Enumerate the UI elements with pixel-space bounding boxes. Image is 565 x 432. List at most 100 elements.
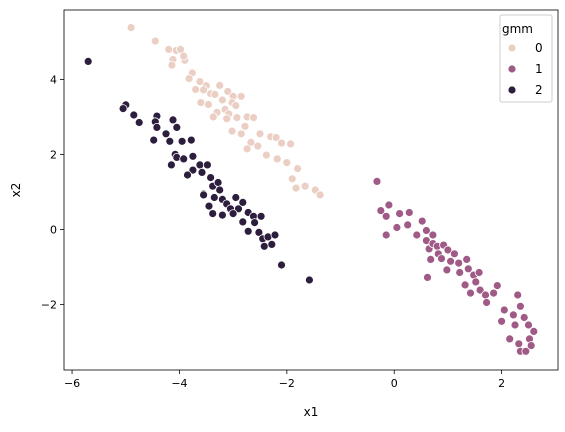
data-point-gmm-2 <box>215 185 225 195</box>
data-point-gmm-1 <box>426 254 436 264</box>
data-point-gmm-0 <box>253 141 263 151</box>
data-point-gmm-0 <box>236 91 246 101</box>
y-axis-ticks: −2 0 2 4 <box>41 73 64 311</box>
data-point-gmm-0 <box>240 121 250 131</box>
data-point-gmm-1 <box>392 223 402 232</box>
y-tick-label: 0 <box>50 223 57 236</box>
y-axis-label: x2 <box>9 183 23 198</box>
x-tick-label: −4 <box>171 377 187 390</box>
data-point-gmm-2 <box>199 190 209 200</box>
data-point-gmm-1 <box>481 290 490 300</box>
data-point-gmm-0 <box>167 60 177 70</box>
data-point-gmm-2 <box>152 123 162 132</box>
data-point-gmm-2 <box>186 135 196 145</box>
data-point-gmm-1 <box>381 211 391 221</box>
data-point-gmm-2 <box>234 204 243 214</box>
data-point-gmm-0 <box>232 113 242 122</box>
data-point-gmm-1 <box>376 206 386 216</box>
data-point-gmm-2 <box>202 160 212 170</box>
data-point-gmm-1 <box>489 288 499 298</box>
data-point-gmm-1 <box>442 265 452 275</box>
x-axis-ticks: −6 −4 −2 0 2 <box>64 370 505 390</box>
data-point-gmm-1 <box>475 285 485 295</box>
plot-frame <box>63 9 559 371</box>
data-point-gmm-1 <box>381 230 391 240</box>
data-point-gmm-1 <box>519 313 529 322</box>
data-point-gmm-0 <box>291 183 301 193</box>
legend-frame <box>499 14 553 103</box>
data-point-gmm-2 <box>231 193 241 202</box>
data-point-gmm-1 <box>505 334 515 344</box>
data-point-gmm-1 <box>514 339 524 349</box>
x-tick-label: −6 <box>64 377 80 390</box>
data-point-gmm-2 <box>149 135 159 145</box>
data-point-gmm-2 <box>172 123 182 132</box>
data-point-gmm-2 <box>179 154 189 164</box>
data-point-gmm-1 <box>463 264 473 274</box>
data-point-gmm-1 <box>395 209 405 219</box>
legend-marker-0 <box>507 43 517 53</box>
data-point-gmm-2 <box>209 193 219 202</box>
data-point-gmm-0 <box>191 85 201 94</box>
data-point-gmm-2 <box>206 173 216 183</box>
data-point-gmm-0 <box>293 164 303 174</box>
data-point-gmm-0 <box>179 51 189 61</box>
data-point-gmm-0 <box>315 190 325 200</box>
data-point-gmm-1 <box>423 272 432 282</box>
data-point-gmm-1 <box>421 226 431 235</box>
data-point-gmm-2 <box>197 167 207 177</box>
data-point-gmm-2 <box>166 160 176 170</box>
data-point-gmm-0 <box>249 113 258 122</box>
data-point-gmm-0 <box>184 74 194 83</box>
data-point-gmm-2 <box>118 104 128 113</box>
data-point-gmm-0 <box>195 77 205 86</box>
data-point-gmm-0 <box>217 95 227 105</box>
data-point-gmm-2 <box>259 241 269 251</box>
data-point-gmm-2 <box>161 129 171 139</box>
data-point-gmm-1 <box>443 245 453 255</box>
data-point-gmm-1 <box>417 216 427 226</box>
x-tick-label: 2 <box>498 377 505 390</box>
data-point-gmm-2 <box>254 227 264 237</box>
data-point-gmm-1 <box>454 258 464 268</box>
points-layer <box>83 23 539 356</box>
data-point-gmm-1 <box>509 310 518 320</box>
data-point-gmm-2 <box>213 178 223 187</box>
legend-label-0: 0 <box>535 41 543 55</box>
data-point-gmm-0 <box>126 23 136 33</box>
data-point-gmm-0 <box>261 150 271 160</box>
data-point-gmm-1 <box>492 281 502 291</box>
data-point-gmm-2 <box>165 136 175 146</box>
data-point-gmm-2 <box>195 160 205 170</box>
data-point-gmm-2 <box>134 118 144 127</box>
legend-marker-2 <box>507 85 517 95</box>
y-tick-label: 4 <box>50 73 57 86</box>
data-point-gmm-2 <box>267 239 277 249</box>
data-point-gmm-1 <box>474 268 484 277</box>
data-point-gmm-0 <box>208 112 218 122</box>
data-point-gmm-0 <box>282 158 292 168</box>
data-point-gmm-0 <box>271 133 281 142</box>
data-point-gmm-1 <box>412 230 422 240</box>
data-point-gmm-1 <box>462 254 472 264</box>
data-point-gmm-1 <box>437 254 446 264</box>
data-point-gmm-2 <box>183 170 192 180</box>
legend-label-2: 2 <box>535 83 543 97</box>
data-point-gmm-0 <box>246 137 256 147</box>
data-point-gmm-1 <box>455 268 465 277</box>
data-point-gmm-1 <box>404 208 414 217</box>
data-point-gmm-1 <box>372 176 382 186</box>
data-point-gmm-1 <box>524 320 533 330</box>
data-point-gmm-1 <box>449 249 459 259</box>
data-point-gmm-1 <box>460 280 470 290</box>
data-point-gmm-0 <box>286 139 296 149</box>
data-point-gmm-2 <box>256 211 266 221</box>
x-axis-label: x1 <box>304 405 319 419</box>
data-point-gmm-2 <box>277 260 286 270</box>
data-point-gmm-1 <box>482 298 492 307</box>
data-point-gmm-2 <box>243 226 253 236</box>
data-point-gmm-2 <box>250 218 260 228</box>
data-point-gmm-0 <box>222 114 232 124</box>
data-point-gmm-0 <box>231 101 241 110</box>
